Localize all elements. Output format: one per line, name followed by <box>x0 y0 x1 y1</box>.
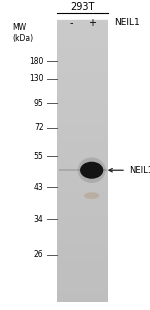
Text: MW
(kDa): MW (kDa) <box>12 23 33 43</box>
Text: 72: 72 <box>34 123 43 132</box>
Bar <box>57 20 108 302</box>
Text: NEIL1: NEIL1 <box>114 18 140 27</box>
Text: 95: 95 <box>34 99 44 108</box>
Text: 180: 180 <box>29 56 44 65</box>
Ellipse shape <box>78 157 106 183</box>
Text: -: - <box>70 18 73 28</box>
Text: 26: 26 <box>34 250 43 259</box>
Bar <box>58 169 106 171</box>
Text: 293T: 293T <box>70 2 95 12</box>
Ellipse shape <box>84 192 99 199</box>
Text: 43: 43 <box>34 183 44 192</box>
Text: 130: 130 <box>29 74 44 83</box>
Text: 55: 55 <box>34 152 44 161</box>
Text: 34: 34 <box>34 215 44 224</box>
Text: NEIL1: NEIL1 <box>129 166 150 175</box>
Text: +: + <box>88 18 96 28</box>
Ellipse shape <box>80 162 103 179</box>
